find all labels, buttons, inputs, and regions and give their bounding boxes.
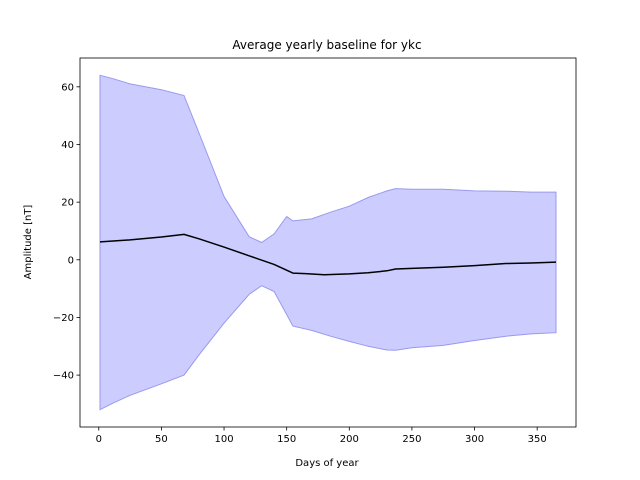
y-tick-label: 40	[61, 140, 74, 151]
y-tick-label: 0	[68, 255, 74, 266]
y-axis-label: Amplitude [nT]	[23, 205, 34, 280]
plot-area	[99, 74, 557, 411]
axes-frame	[79, 57, 577, 428]
x-axis-label: Days of year	[295, 458, 359, 469]
x-tick-label: 0	[96, 434, 102, 445]
x-tick-label: 150	[277, 434, 296, 445]
mean-baseline-line	[99, 233, 557, 276]
y-tick-label: −20	[53, 313, 74, 324]
x-tick-label: 100	[214, 434, 233, 445]
x-tick-label: 200	[340, 434, 359, 445]
baseline-range-band	[99, 74, 557, 411]
y-axis: −40 −20 0 20 40 60	[53, 82, 80, 382]
x-tick-label: 50	[155, 434, 168, 445]
y-tick-label: 60	[61, 82, 74, 93]
x-tick-label: 250	[402, 434, 421, 445]
y-tick-label: 20	[61, 198, 74, 209]
x-tick-label: 300	[465, 434, 484, 445]
y-tick-label: −40	[53, 371, 74, 382]
x-axis: 0 50 100 150 200 250 300 350	[96, 427, 547, 445]
chart-title: Average yearly baseline for ykc	[232, 38, 421, 52]
x-tick-label: 350	[528, 434, 547, 445]
